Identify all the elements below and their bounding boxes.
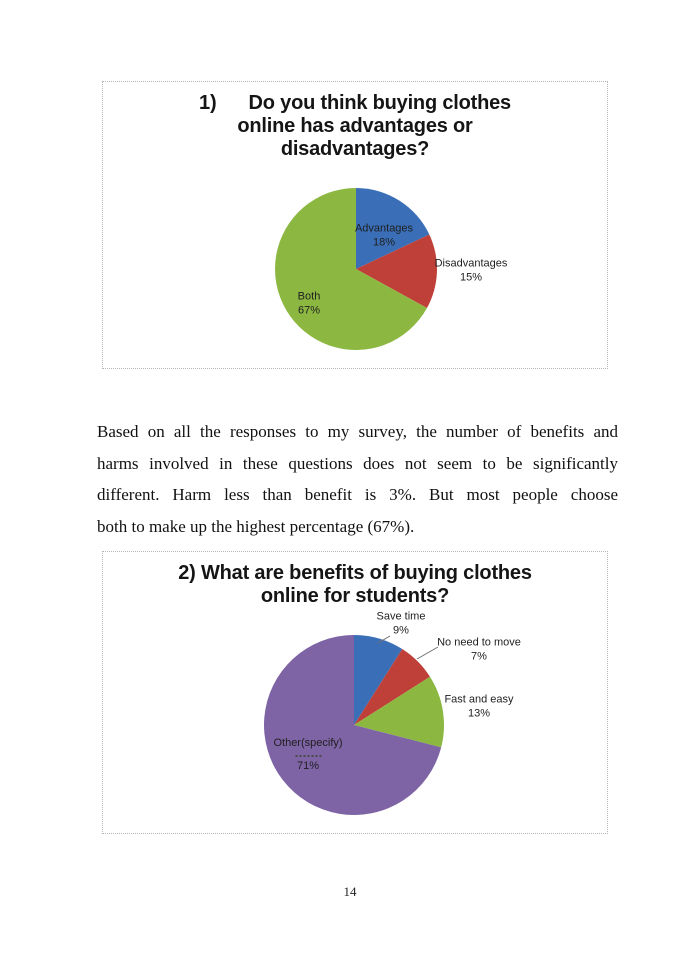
- body-paragraph: Based on all the responses to my survey,…: [97, 416, 618, 542]
- chart1-pie-slices: [274, 188, 437, 351]
- pie2-label-save-time: Save time 9%: [377, 611, 426, 638]
- chart1-pie: [274, 188, 437, 351]
- pie2-label-no-need-to-move-name: No need to move: [437, 636, 521, 649]
- pie-slice-advantages: [356, 188, 430, 269]
- pie2-label-no-need-to-move: No need to move 7%: [437, 637, 521, 664]
- pie-slice-no-need-to-move: [354, 649, 430, 725]
- pie2-label-fast-and-easy: Fast and easy 13%: [444, 694, 513, 721]
- pie1-label-advantages-name: Advantages: [354, 222, 414, 235]
- pie1-label-disadvantages-name: Disadvantages: [434, 257, 508, 270]
- chart1-title: 1) Do you think buying clothes online ha…: [199, 92, 511, 160]
- chart2-pie: [263, 635, 444, 815]
- pie2-label-other-specify: Other(specify) 71%: [273, 737, 342, 773]
- pie-slice-other-specify-: [263, 635, 442, 815]
- paragraph-line: both to make up the highest percentage (…: [97, 516, 415, 536]
- leader-line-save-time: [377, 635, 391, 644]
- pie2-label-save-time-name: Save time: [376, 610, 426, 623]
- pie1-label-advantages: Advantages 18%: [355, 223, 413, 250]
- chart2-leader-lines: [377, 635, 439, 660]
- leader-line-no-need-to-move: [416, 646, 439, 660]
- pie2-label-other-specify-pct: 71%: [296, 759, 320, 772]
- pie1-label-both-name: Both: [297, 290, 321, 303]
- chart2-title: 2) What are benefits of buying clothes o…: [178, 562, 532, 607]
- pie2-label-save-time-pct: 9%: [393, 624, 409, 636]
- pie-slice-fast-and-easy: [354, 676, 444, 748]
- chart1-container: 1) Do you think buying clothes online ha…: [102, 81, 608, 369]
- paragraph-line: harms involved in these questions does n…: [97, 453, 618, 473]
- pie2-label-other-specify-name: Other(specify): [273, 737, 343, 749]
- pie-slice-disadvantages: [356, 234, 437, 309]
- pie2-label-no-need-to-move-pct: 7%: [471, 650, 487, 662]
- pie1-label-both: Both 67%: [298, 291, 321, 318]
- page-number: 14: [343, 884, 357, 899]
- pie1-label-advantages-pct: 18%: [372, 236, 396, 248]
- pie1-label-disadvantages-pct: 15%: [459, 271, 483, 283]
- pie2-label-fast-and-easy-pct: 13%: [467, 707, 491, 719]
- pie-slice-save-time: [354, 635, 403, 725]
- pie-slice-both: [274, 188, 427, 351]
- pie1-label-disadvantages: Disadvantages 15%: [435, 258, 508, 285]
- chart2-container: 2) What are benefits of buying clothes o…: [102, 551, 608, 834]
- pie2-label-fast-and-easy-name: Fast and easy: [444, 693, 514, 706]
- paragraph-line: different. Harm less than benefit is 3%.…: [97, 485, 618, 504]
- chart2-pie-slices: [263, 635, 444, 815]
- paragraph-line: Based on all the responses to my survey,…: [97, 422, 618, 441]
- other-label-dash: [294, 754, 321, 757]
- pie1-label-both-pct: 67%: [297, 304, 321, 316]
